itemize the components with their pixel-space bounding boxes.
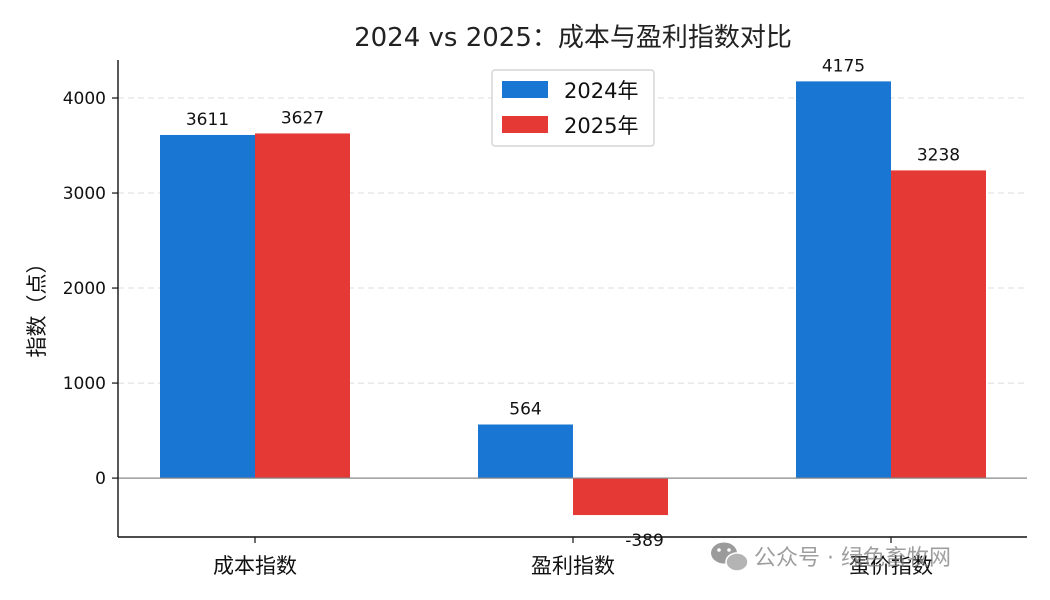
watermark-text: 公众号 · 绿色畜牧网 (754, 546, 951, 571)
legend-swatch-2024 (502, 81, 548, 98)
y-tick-label: 0 (95, 469, 106, 489)
wechat-icon (711, 542, 749, 572)
legend: 2024年 2025年 (491, 69, 655, 147)
bar-2025年-成本指数 (255, 133, 350, 479)
x-tick-label: 盈利指数 (531, 554, 615, 578)
y-axis-label: 指数（点） (25, 253, 49, 358)
bars (160, 81, 986, 516)
y-tick-label: 2000 (63, 279, 106, 299)
data-label: -389 (625, 531, 664, 551)
x-tick-label: 成本指数 (213, 554, 297, 578)
bar-2024年-蛋价指数 (796, 81, 891, 479)
legend-swatch-2025 (502, 116, 548, 133)
bar-2025年-蛋价指数 (891, 170, 986, 479)
data-label: 3238 (917, 145, 960, 165)
watermark: 公众号 · 绿色畜牧网 (711, 542, 951, 572)
data-labels: 3611 564 4175 3627 -389 3238 (186, 56, 960, 551)
data-label: 4175 (822, 56, 865, 76)
legend-label-2024: 2024年 (564, 79, 638, 103)
bar-2024年-成本指数 (160, 134, 255, 479)
data-label: 564 (509, 399, 541, 419)
y-tick-label: 4000 (63, 89, 106, 109)
data-label: 3611 (186, 110, 229, 130)
y-tick-label: 1000 (63, 374, 106, 394)
data-label: 3627 (281, 108, 324, 128)
legend-label-2025: 2025年 (564, 114, 638, 138)
y-tick-label: 3000 (63, 184, 106, 204)
x-tick-label: 蛋价指数 (849, 554, 933, 578)
bar-2024年-盈利指数 (478, 424, 573, 479)
chart-title: 2024 vs 2025：成本与盈利指数对比 (354, 23, 792, 53)
bar-2025年-盈利指数 (573, 478, 668, 516)
axes: 0 1000 2000 3000 4000 成本指数 盈利指数 蛋价指数 (63, 60, 1027, 578)
